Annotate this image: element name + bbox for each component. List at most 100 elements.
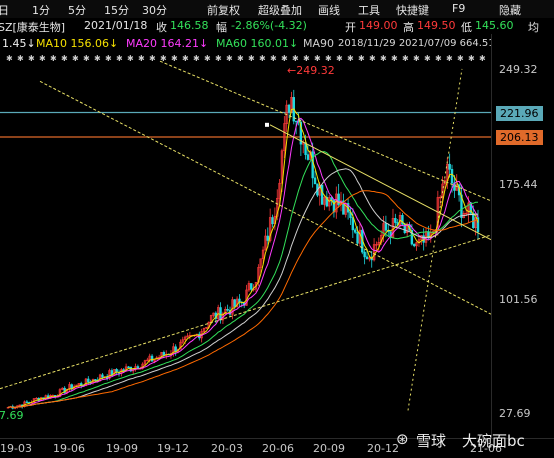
event-marker: ✱ [248,54,255,63]
candle-body [264,235,267,251]
candle-body [101,374,104,378]
event-marker: ✱ [6,54,13,63]
candle-body [299,121,303,145]
candle-body [294,120,298,123]
candle-body [325,196,329,207]
candle-body [353,229,357,233]
candle-body [188,335,192,337]
candle-body [179,341,182,350]
draw-line-button[interactable]: 画线 [318,4,340,17]
candle-body [365,256,369,260]
price-axis: 249.32 221.96 206.13 175.44 101.56 27.69 [491,34,554,438]
ma5-value: 1.45↓ [2,37,36,50]
ma90-label: MA90 [303,37,335,50]
candle-body [205,327,208,329]
ma60-label: MA60 160.01↓ [216,37,298,50]
candle-body [247,283,251,291]
date-tick: 20-09 [313,442,345,455]
overlay-menu[interactable]: 超级叠加 [258,4,302,17]
f9-button[interactable]: F9 [452,2,466,15]
event-marker: ✱ [17,54,24,63]
candle-body [122,369,125,371]
candle-body [254,281,258,290]
candle-body [266,235,269,241]
event-marker: ✱ [138,54,145,63]
candle-body [410,230,414,245]
event-marker: ✱ [61,54,68,63]
date-tick: 19-06 [53,442,85,455]
candle-body [58,389,62,397]
candle-body [448,163,451,170]
candle-body [162,352,166,356]
range-label: 2018/11/29 2021/07/09 664.51 [338,38,495,49]
candle-body [160,352,163,358]
ma-legend: 1.45↓ MA10 156.06↓ MA20 164.21↓ MA60 160… [0,36,554,52]
candle-body [94,379,97,381]
candle-body [268,217,272,241]
event-marker: ✱ [468,54,475,63]
quote-date: 2021/01/18 [84,19,148,32]
event-marker: ✱ [391,54,398,63]
price-tick: 27.69 [499,407,531,420]
avg-label: 均 [528,21,539,34]
peak-annotation: ←249.32 [287,64,335,77]
candle-body [372,244,376,261]
chart-toolbar: 日 1分 5分 15分 30分 前复权 超级叠加 画线 工具 快捷键 F9 隐藏 [0,0,554,19]
candle-body [464,212,468,215]
date-tick: 19-09 [106,442,138,455]
candle-body [84,378,88,387]
period-5m-button[interactable]: 5分 [68,4,86,17]
candle-body [450,169,454,184]
candle-body [467,202,470,214]
anchor-point [265,122,269,127]
candle-body [323,196,326,205]
candle-body [61,387,64,390]
candle-body [382,223,385,236]
event-marker: ✱ [127,54,134,63]
candle-body [413,243,416,247]
candle-body [127,366,130,368]
event-marker: ✱ [116,54,123,63]
event-marker: ✱ [336,54,343,63]
event-marker: ✱ [149,54,156,63]
watermark-logo-icon: ⊛ [396,430,409,448]
ma90-line [7,168,479,408]
period-1m-button[interactable]: 1分 [32,4,50,17]
event-marker: ✱ [457,54,464,63]
low-annotation: 7.69 [0,409,24,422]
period-15m-button[interactable]: 15分 [104,4,129,17]
candle-body [87,378,90,383]
candle-body [391,218,395,238]
shortcut-button[interactable]: 快捷键 [396,4,429,17]
candle-body [44,395,47,400]
event-marker: ✱ [314,54,321,63]
tools-menu[interactable]: 工具 [358,4,380,17]
candle-body [276,197,279,217]
candle-body [328,197,331,207]
candle-body [377,242,381,245]
candle-body [146,359,149,362]
period-day-button[interactable]: 日 [0,4,9,17]
candle-body [202,327,206,332]
ma10-name: MA10 [36,37,68,50]
restore-menu[interactable]: 前复权 [207,4,240,17]
event-marker: ✱ [160,54,167,63]
ma20-name: MA20 [126,37,158,50]
ma10-label: MA10 156.06↓ [36,37,118,50]
candle-body [231,299,234,315]
low-label: 低 [461,21,472,34]
event-marker: ✱ [237,54,244,63]
candle-body [283,123,286,152]
event-marker: ✱ [325,54,332,63]
candle-body [235,298,239,307]
period-30m-button[interactable]: 30分 [142,4,167,17]
date-tick: 20-03 [211,442,243,455]
watermark-text-2: 大碗面bc [462,432,525,450]
event-marker: ✱ [193,54,200,63]
high-value: 149.50 [417,19,456,32]
kline-chart[interactable]: ✱ ✱ ✱ ✱ ✱ ✱ ✱ ✱ ✱ ✱ ✱ ✱ ✱ ✱ ✱ ✱ ✱ ✱ ✱ ✱ ✱ ✱ ✱ ✱ ✱ ✱ ✱ ✱ ✱ ✱ ✱ ✱ ✱ ✱ ✱ ✱ ✱ ✱ ✱ ✱… [0,52,491,438]
event-marker: ✱ [50,54,57,63]
date-tick: 20-12 [367,442,399,455]
hide-button[interactable]: 隐藏 [499,4,521,17]
candle-body [337,193,340,205]
